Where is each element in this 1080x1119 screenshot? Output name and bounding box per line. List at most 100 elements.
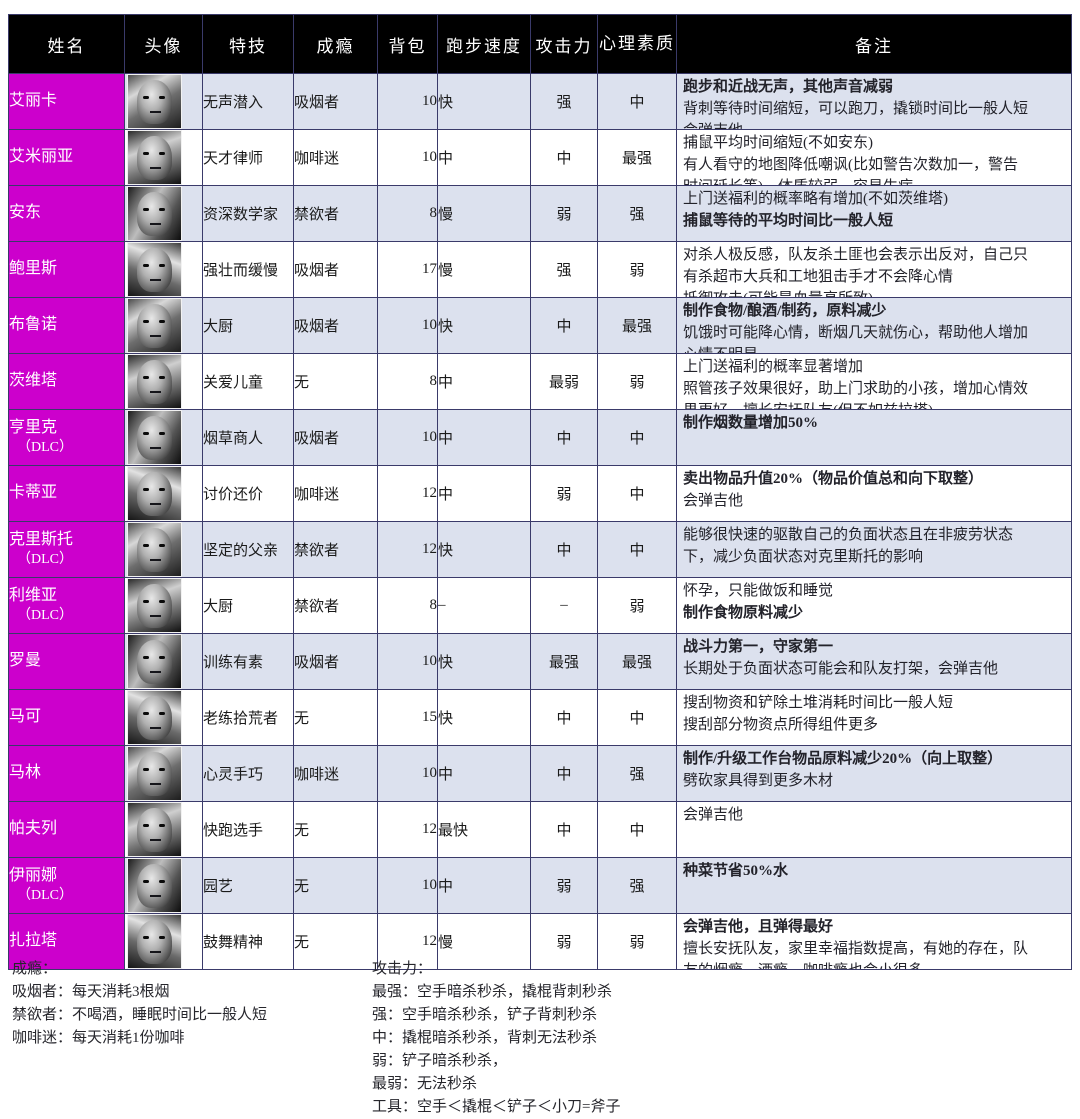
cell-run-speed: 慢 xyxy=(437,185,531,242)
cell-addiction: 无 xyxy=(293,689,378,746)
table-row[interactable]: 利维亚 （DLC） 大厨 禁欲者 8– – 弱怀孕，只能做饭和睡觉 制作食物原料减少 xyxy=(8,577,1072,634)
character-name: 马林 xyxy=(9,764,42,782)
cell-addiction: 无 xyxy=(293,801,378,858)
character-stats-table: 姓名 头像 特技 成瘾 背包 跑步速度 攻击力 心理素质 备注 艾丽卡 无声潜入吸… xyxy=(8,14,1072,970)
cell-name[interactable]: 马可 xyxy=(8,689,125,746)
cell-avatar xyxy=(124,521,203,578)
cell-avatar xyxy=(124,73,203,130)
character-name: 马可 xyxy=(9,708,42,726)
table-row[interactable]: 马可 老练拾荒者无 15 快中中搜刮物资和铲除土堆消耗时间比一般人短 搜刮部分物资点所… xyxy=(8,689,1072,746)
attack-legend: 攻击力： 最强：空手暗杀秒杀，撬棍背刺秒杀 强：空手暗杀秒杀，铲子背刺秒杀 中：… xyxy=(372,961,621,1115)
cell-remarks: 能够很快速的驱散自己的负面状态且在非疲劳状态 下，减少负面状态对克里斯托的影响 xyxy=(676,521,1072,578)
dlc-tag: （DLC） xyxy=(17,551,73,567)
cell-name[interactable]: 扎拉塔 xyxy=(8,913,125,970)
cell-name[interactable]: 伊丽娜 （DLC） xyxy=(8,857,125,914)
character-name: 伊丽娜 xyxy=(9,867,58,884)
table-row[interactable]: 卡蒂亚 讨价还价 咖啡迷 12 中弱中卖出物品升值20%（物品价值总和向下取整） 会弹吉… xyxy=(8,465,1072,522)
table-row[interactable]: 克里斯托 （DLC） 坚定的父亲 禁欲者 12 快中中能够很快速的驱散自己的负面状态且在非… xyxy=(8,521,1072,578)
cell-backpack: 8 xyxy=(377,353,438,410)
cell-name[interactable]: 鲍里斯 xyxy=(8,241,125,298)
cell-addiction: 吸烟者 xyxy=(293,73,378,130)
cell-name[interactable]: 克里斯托 （DLC） xyxy=(8,521,125,578)
cell-specialty: 大厨 xyxy=(202,297,294,354)
cell-remarks: 对杀人极反感，队友杀土匪也会表示出反对，自己只 有杀超市大兵和工地狙击手才不会降… xyxy=(676,241,1072,298)
cell-run-speed: 中 xyxy=(437,353,531,410)
table-row[interactable]: 帕夫列 快跑选手无 12 最快中中会弹吉他 xyxy=(8,801,1072,858)
table-row[interactable]: 罗曼 训练有素 吸烟者 10 快最强 最强 战斗力第一，守家第一 长期处于负面状态可能会和队… xyxy=(8,633,1072,690)
cell-remarks: 上门送福利的概率显著增加 照管孩子效果很好，助上门求助的小孩，增加心情效 果更好… xyxy=(676,353,1072,410)
cell-remarks: 跑步和近战无声，其他声音减弱 背刺等待时间缩短，可以跑刀，撬锁时间比一般人短 会… xyxy=(676,73,1072,130)
col-header-psychology[interactable]: 心理素质 xyxy=(597,14,677,74)
cell-psychology: 中 xyxy=(597,409,677,466)
cell-name[interactable]: 卡蒂亚 xyxy=(8,465,125,522)
cell-addiction: 吸烟者 xyxy=(293,409,378,466)
cell-psychology: 中 xyxy=(597,465,677,522)
col-header-specialty[interactable]: 特技 xyxy=(202,14,294,74)
cell-avatar xyxy=(124,185,203,242)
cell-name[interactable]: 马林 xyxy=(8,745,125,802)
col-header-backpack[interactable]: 背包 xyxy=(377,14,438,74)
table-row[interactable]: 伊丽娜 （DLC） 园艺无 10 中弱强种菜节省50%水 xyxy=(8,857,1072,914)
portrait-marin-icon xyxy=(127,746,182,801)
cell-psychology: 强 xyxy=(597,185,677,242)
table-row[interactable]: 布鲁诺 大厨 吸烟者 10 快中最强 制作食物/酿酒/制药，原料减少 饥饿时可能降心情，断… xyxy=(8,297,1072,354)
cell-psychology: 强 xyxy=(597,857,677,914)
portrait-katia-icon xyxy=(127,466,182,521)
table-row[interactable]: 鲍里斯 强壮而缓慢 吸烟者 17 慢强弱对杀人极反感，队友杀土匪也会表示出反对，自己只 … xyxy=(8,241,1072,298)
remark-text: 上门送福利的概率略有增加(不如茨维塔) 捕鼠等待的平均时间比一般人短 xyxy=(683,191,948,229)
table-row[interactable]: 艾丽卡 无声潜入 吸烟者 10 快强中跑步和近战无声，其他声音减弱 背刺等待时间缩短，可… xyxy=(8,73,1072,130)
table-row[interactable]: 扎拉塔 鼓舞精神无 12 慢弱弱会弹吉他，且弹得最好 擅长安抚队友，家里幸福指数提高，… xyxy=(8,913,1072,970)
cell-name[interactable]: 安东 xyxy=(8,185,125,242)
cell-avatar xyxy=(124,745,203,802)
remark-text: 捕鼠平均时间缩短(不如安东) 有人看守的地图降低嘲讽(比如警告次数加一，警告 时… xyxy=(683,135,1018,185)
cell-name[interactable]: 布鲁诺 xyxy=(8,297,125,354)
portrait-marko-icon xyxy=(127,690,182,745)
cell-specialty: 强壮而缓慢 xyxy=(202,241,294,298)
cell-backpack: 12 xyxy=(377,521,438,578)
cell-psychology: 强 xyxy=(597,745,677,802)
cell-specialty: 讨价还价 xyxy=(202,465,294,522)
remark-text: 种菜节省50%水 xyxy=(683,860,1071,882)
cell-name[interactable]: 利维亚 （DLC） xyxy=(8,577,125,634)
table-row[interactable]: 艾米丽亚 天才律师 咖啡迷 10 中中最强 捕鼠平均时间缩短(不如安东) 有人看守的地图降… xyxy=(8,129,1072,186)
cell-name[interactable]: 艾米丽亚 xyxy=(8,129,125,186)
col-header-attack[interactable]: 攻击力 xyxy=(530,14,598,74)
cell-attack: – xyxy=(530,577,598,634)
cell-remarks: 会弹吉他 xyxy=(676,801,1072,858)
col-header-name[interactable]: 姓名 xyxy=(8,14,125,74)
remark-highlight: 捕鼠等待的平均时间比一般人短 xyxy=(683,213,894,229)
cell-attack: 最弱 xyxy=(530,353,598,410)
header-row: 姓名 头像 特技 成瘾 背包 跑步速度 攻击力 心理素质 备注 xyxy=(8,14,1072,74)
remark-text: 制作食物/酿酒/制药，原料减少 饥饿时可能降心情，断烟几天就伤心，帮助他人增加 … xyxy=(683,303,1029,353)
cell-addiction: 禁欲者 xyxy=(293,521,378,578)
cell-name[interactable]: 罗曼 xyxy=(8,633,125,690)
cell-run-speed: 慢 xyxy=(437,913,531,970)
col-header-remarks[interactable]: 备注 xyxy=(676,14,1072,74)
cell-name[interactable]: 亨里克 （DLC） xyxy=(8,409,125,466)
table-row[interactable]: 安东 资深数学家 禁欲者 8 慢弱强上门送福利的概率略有增加(不如茨维塔) 捕鼠等待的平… xyxy=(8,185,1072,242)
cell-avatar xyxy=(124,801,203,858)
cell-run-speed: 快 xyxy=(437,73,531,130)
dlc-tag: （DLC） xyxy=(17,439,73,455)
table-row[interactable]: 马林 心灵手巧 咖啡迷 10 中中强制作/升级工作台物品原料减少20%（向上取整） 劈砍… xyxy=(8,745,1072,802)
cell-attack: 弱 xyxy=(530,913,598,970)
cell-name[interactable]: 艾丽卡 xyxy=(8,73,125,130)
remark-text: 跑步和近战无声，其他声音减弱 背刺等待时间缩短，可以跑刀，撬锁时间比一般人短 会… xyxy=(683,79,1029,129)
cell-attack: 最强 xyxy=(530,633,598,690)
cell-name[interactable]: 帕夫列 xyxy=(8,801,125,858)
col-header-avatar[interactable]: 头像 xyxy=(124,14,203,74)
cell-name[interactable]: 茨维塔 xyxy=(8,353,125,410)
remark-highlight: 战斗力第一，守家第一 xyxy=(683,639,834,655)
remark-text: 会弹吉他，且弹得最好 擅长安抚队友，家里幸福指数提高，有她的存在，队 友的烟瘾、… xyxy=(683,919,1029,969)
col-header-addiction[interactable]: 成瘾 xyxy=(293,14,378,74)
table-row[interactable]: 茨维塔 关爱儿童无 8 中最弱弱上门送福利的概率显著增加 照管孩子效果很好，助上门求助… xyxy=(8,353,1072,410)
col-header-run-speed[interactable]: 跑步速度 xyxy=(437,14,531,74)
cell-addiction: 禁欲者 xyxy=(293,185,378,242)
character-name: 利维亚 xyxy=(9,587,58,604)
character-name: 艾米丽亚 xyxy=(9,148,74,166)
cell-attack: 中 xyxy=(530,689,598,746)
cell-attack: 弱 xyxy=(530,185,598,242)
cell-attack: 中 xyxy=(530,745,598,802)
table-row[interactable]: 亨里克 （DLC） 烟草商人 吸烟者 10 中中中制作烟数量增加50% xyxy=(8,409,1072,466)
character-name: 茨维塔 xyxy=(9,372,58,390)
